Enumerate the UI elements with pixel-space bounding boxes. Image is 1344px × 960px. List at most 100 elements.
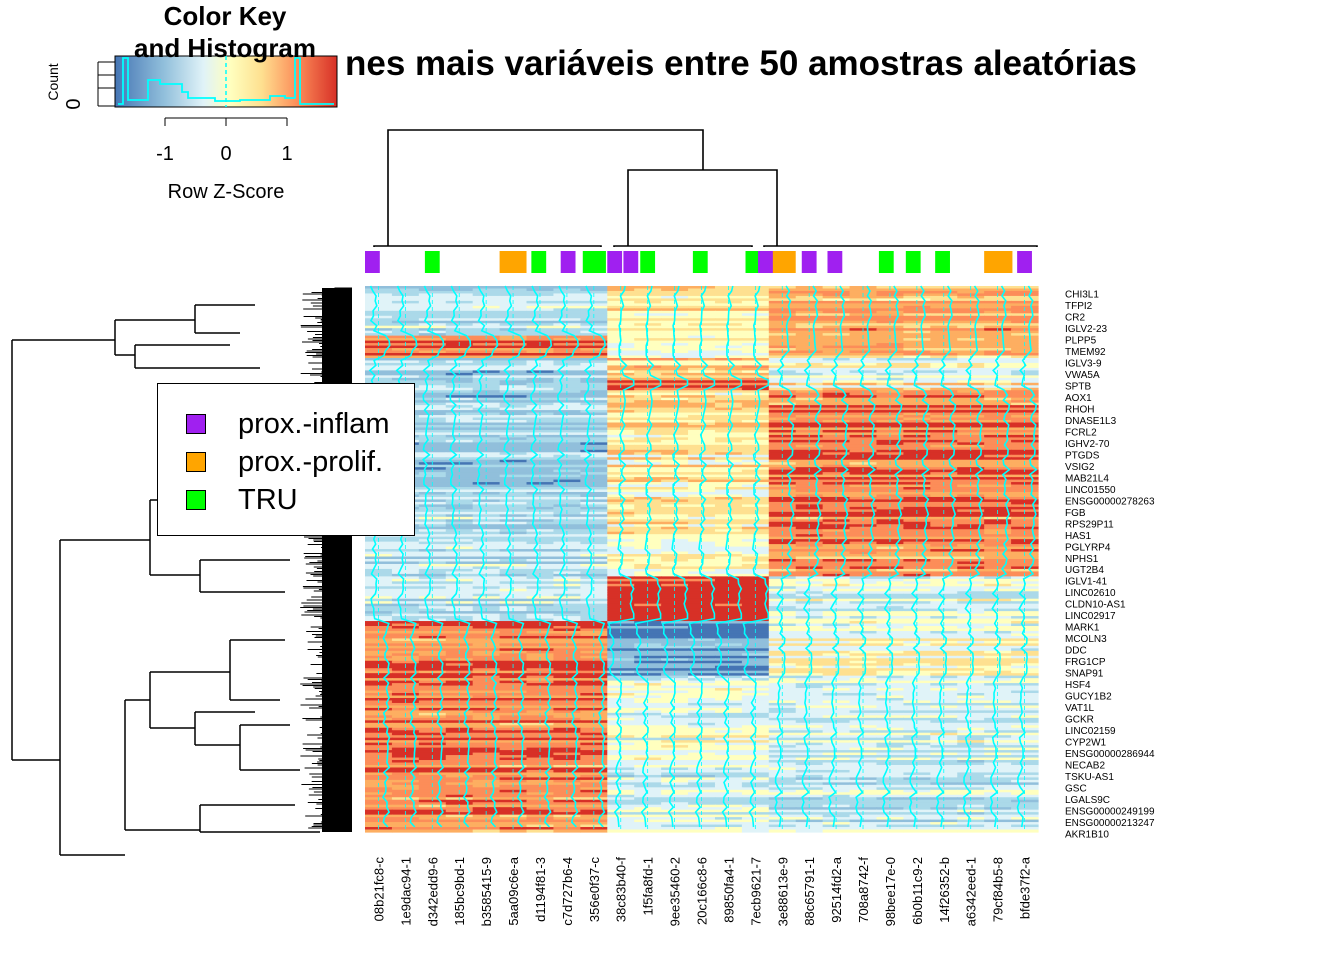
- heatmap-cell: [903, 333, 931, 337]
- heatmap-cell: [795, 288, 824, 292]
- heatmap-cell: [607, 764, 635, 769]
- heatmap-cell: [472, 464, 501, 468]
- heatmap-cell: [849, 487, 878, 491]
- heatmap-cell: [472, 484, 501, 488]
- heatmap-cell: [499, 375, 528, 379]
- heatmap-cell: [688, 506, 716, 510]
- heatmap-cell: [472, 457, 501, 461]
- heatmap-cell: [903, 688, 931, 692]
- heatmap-cell: [634, 360, 662, 364]
- heatmap-cell: [553, 549, 581, 553]
- heatmap-cell: [526, 529, 555, 533]
- heatmap-cell: [580, 410, 608, 414]
- heatmap-cell: [634, 591, 662, 595]
- heatmap-cell: [1011, 772, 1039, 776]
- heatmap-cell: [499, 688, 528, 692]
- heatmap-cell: [795, 702, 824, 707]
- heatmap-cell: [930, 722, 958, 726]
- heatmap-cell: [795, 521, 824, 525]
- heatmap-cell: [580, 611, 608, 615]
- heatmap-cell: [499, 387, 528, 391]
- heatmap-cell: [499, 526, 528, 530]
- heatmap-cell: [661, 710, 689, 714]
- heatmap-cell: [741, 333, 770, 337]
- heatmap-cell: [607, 375, 635, 379]
- heatmap-cell: [499, 653, 528, 657]
- heatmap-cell: [472, 288, 501, 292]
- heatmap-cell: [445, 541, 474, 545]
- heatmap-cell: [580, 772, 608, 776]
- heatmap-cell: [1011, 606, 1039, 610]
- heatmap-cell: [445, 487, 474, 491]
- heatmap-cell: [688, 568, 716, 573]
- heatmap-cell: [445, 375, 474, 379]
- heatmap-cell: [795, 298, 824, 302]
- heatmap-cell: [526, 452, 555, 456]
- heatmap-cell: [795, 660, 824, 664]
- heatmap-cell: [418, 338, 447, 342]
- heatmap-cell: [634, 484, 662, 488]
- heatmap-cell: [580, 325, 608, 329]
- heatmap-cell: [661, 330, 689, 334]
- heatmap-cell: [714, 415, 743, 419]
- heatmap-cell: [634, 288, 662, 292]
- heatmap-cell: [391, 675, 420, 679]
- heatmap-cell: [849, 611, 878, 615]
- heatmap-cell: [661, 576, 689, 580]
- heatmap-cell: [661, 360, 689, 364]
- heatmap-cell: [499, 487, 528, 491]
- heatmap-cell: [580, 626, 608, 630]
- heatmap-cell: [822, 757, 851, 761]
- heatmap-cell: [499, 568, 528, 573]
- heatmap-cell: [957, 648, 985, 652]
- heatmap-cell: [634, 514, 662, 518]
- heatmap-cell: [714, 764, 743, 769]
- heatmap-cell: [526, 737, 555, 741]
- heatmap-cell: [526, 645, 555, 649]
- heatmap-cell: [526, 290, 555, 295]
- heatmap-cell: [930, 626, 958, 630]
- heatmap-cell: [876, 318, 904, 322]
- heatmap-cell: [984, 561, 1012, 565]
- heatmap-cell: [688, 345, 716, 349]
- heatmap-cell: [688, 549, 716, 553]
- heatmap-cell: [607, 380, 635, 384]
- heatmap-cell: [903, 568, 931, 573]
- heatmap-cell: [553, 648, 581, 652]
- heatmap-cell: [930, 521, 958, 525]
- heatmap-cell: [499, 760, 528, 764]
- heatmap-cell: [365, 360, 393, 364]
- heatmap-cell: [984, 360, 1012, 364]
- heatmap-cell: [634, 410, 662, 414]
- heatmap-cell: [768, 653, 797, 657]
- heatmap-cell: [822, 529, 851, 533]
- heatmap-cell: [391, 668, 420, 672]
- heatmap-cell: [930, 499, 958, 503]
- heatmap-cell: [580, 688, 608, 692]
- heatmap-cell: [768, 725, 797, 729]
- heatmap-cell: [472, 452, 501, 456]
- heatmap-cell: [876, 449, 904, 453]
- heatmap-cell: [714, 345, 743, 349]
- heatmap-cell: [499, 660, 528, 664]
- heatmap-cell: [445, 295, 474, 300]
- heatmap-cell: [526, 534, 555, 538]
- heatmap-cell: [795, 484, 824, 488]
- heatmap-cell: [903, 702, 931, 707]
- heatmap-cell: [688, 479, 716, 483]
- heatmap-cell: [768, 549, 797, 553]
- heatmap-cell: [714, 360, 743, 364]
- heatmap-cell: [526, 541, 555, 545]
- heatmap-cell: [634, 380, 662, 384]
- heatmap-cell: [957, 561, 985, 565]
- heatmap-cell: [795, 556, 824, 560]
- heatmap-cell: [849, 695, 878, 699]
- heatmap-cell: [1011, 752, 1039, 756]
- side-color-prox-inflam: [607, 251, 623, 273]
- heatmap-cell: [741, 757, 770, 761]
- heatmap-cell: [580, 603, 608, 607]
- heatmap-cell: [822, 372, 851, 376]
- heatmap-cell: [499, 603, 528, 607]
- heatmap-cell: [714, 660, 743, 664]
- heatmap-cell: [1011, 571, 1039, 575]
